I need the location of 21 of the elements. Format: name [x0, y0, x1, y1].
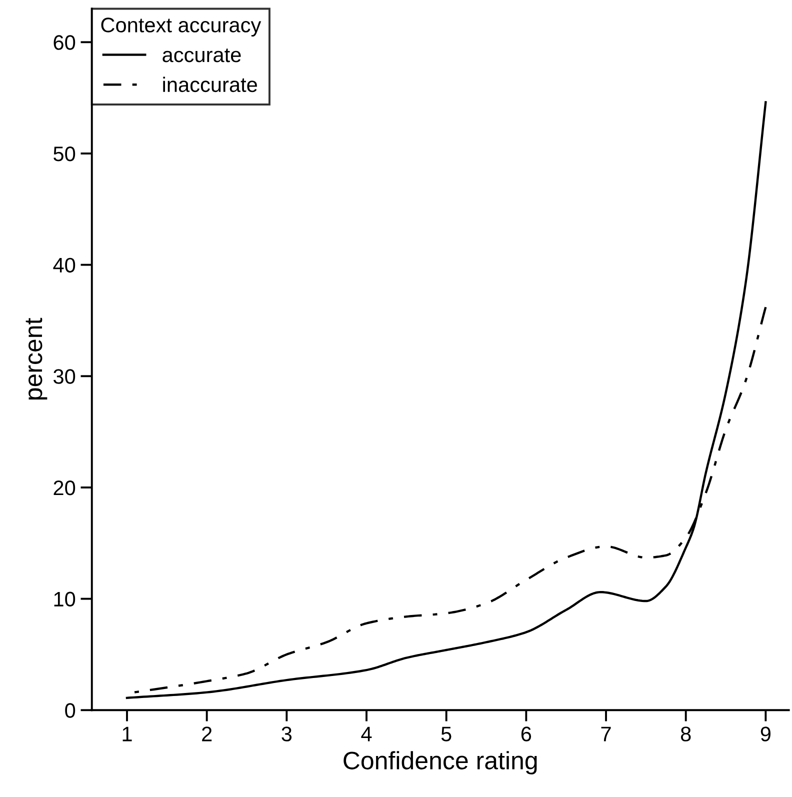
y-tick-label: 60 [54, 35, 76, 50]
y-tick-label: 0 [65, 703, 76, 718]
x-tick-label: 1 [122, 726, 132, 742]
x-tick-label: 9 [760, 726, 770, 742]
y-axis-title: percent [26, 318, 48, 400]
x-axis-title: Confidence rating [344, 751, 537, 774]
x-tick-label: 7 [601, 726, 611, 742]
legend-label: inaccurate [163, 76, 257, 92]
y-tick-label: 20 [54, 480, 76, 496]
x-tick-label: 4 [361, 726, 372, 742]
legend-title: Context accuracy [101, 18, 262, 37]
x-tick-label: 2 [202, 726, 212, 742]
x-tick-label: 6 [521, 726, 532, 742]
y-tick-label: 40 [53, 258, 76, 273]
x-tick-label: 5 [441, 726, 452, 742]
legend-label: accurate [162, 48, 241, 62]
x-tick-label: 8 [680, 726, 691, 742]
y-tick-label: 50 [54, 146, 76, 162]
x-tick-label: 3 [282, 726, 292, 742]
y-tick-label: 30 [54, 369, 76, 384]
y-tick-label: 10 [54, 592, 76, 607]
